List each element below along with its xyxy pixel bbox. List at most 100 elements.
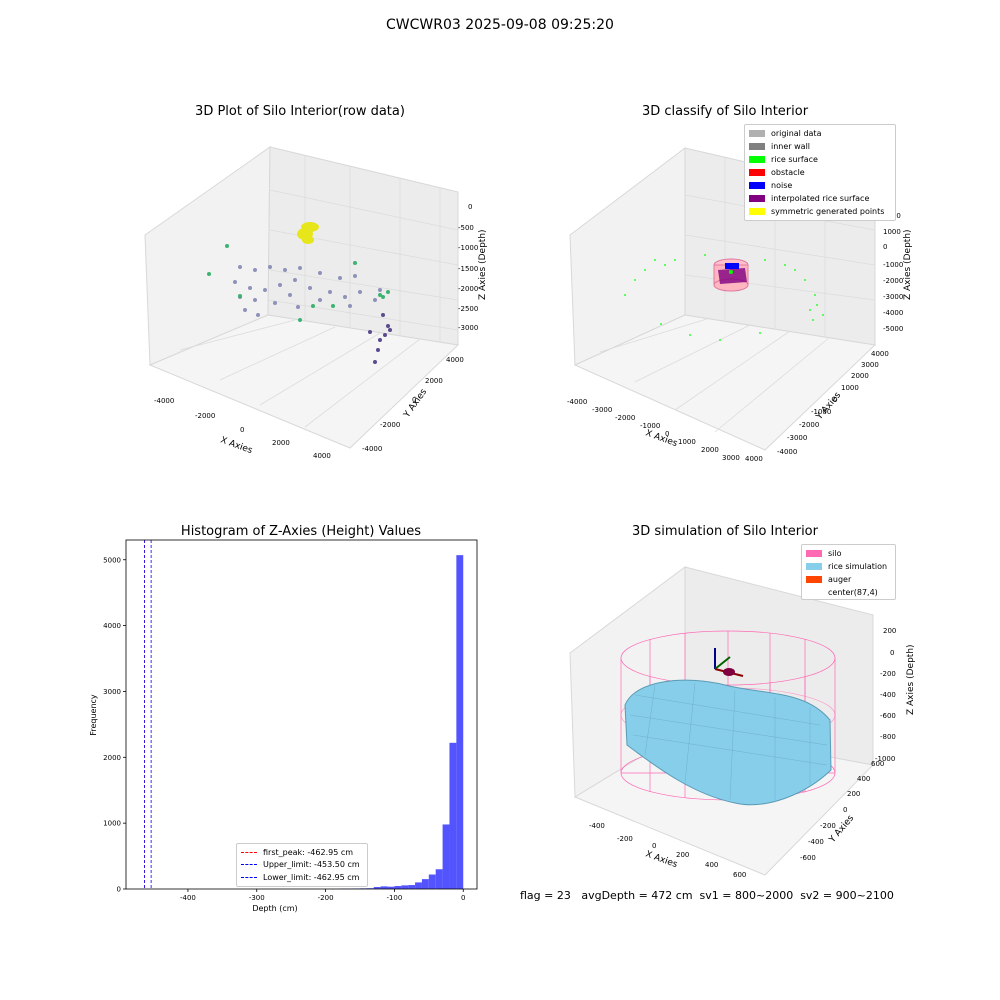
classify-xtick-7: 3000 <box>722 454 740 462</box>
classify-ytick-4: 0 <box>833 396 837 404</box>
classify-xtick-8: 4000 <box>745 455 763 463</box>
sim-xlabel: X Axies <box>644 849 679 870</box>
histogram-xlabel: Depth (cm) <box>252 904 297 913</box>
classify-xtick-3: -1000 <box>640 422 660 430</box>
classify-ytick-3: -1000 <box>811 408 831 416</box>
classify-ztick-3: -1000 <box>883 261 903 269</box>
classify-xtick-2: -2000 <box>615 414 635 422</box>
sim-xtick-3: 200 <box>676 851 689 859</box>
histogram-ylabel: Frequency <box>89 694 98 736</box>
raw-grey-points <box>233 265 382 317</box>
histogram-ytick-label: 2000 <box>103 754 121 762</box>
histogram-bar <box>456 555 464 889</box>
classify-legend-label: rice surface <box>771 155 818 164</box>
raw-ztick-0: 0 <box>468 203 472 211</box>
sim-zlabel: Z Axies (Depth) <box>906 644 916 715</box>
classify-ytick-1: -3000 <box>787 434 807 442</box>
raw-yellow-cluster <box>297 222 319 244</box>
classify-ytick-8: 4000 <box>871 350 889 358</box>
classify-xtick-6: 2000 <box>701 446 719 454</box>
classify-legend-swatch <box>749 182 765 189</box>
raw-ztick-4: -2000 <box>458 285 478 293</box>
sim-legend-item: silo <box>806 547 891 560</box>
classify-legend-item: symmetric generated points <box>749 205 891 218</box>
sim-ztick-6: -1000 <box>875 755 895 763</box>
histogram-bar <box>428 874 436 889</box>
raw-ytick-4: 4000 <box>446 356 464 364</box>
histogram-bar <box>435 869 443 889</box>
classify-noise-cluster <box>725 263 739 269</box>
histogram-xtick-label: -400 <box>180 894 196 902</box>
sim-legend-swatch <box>806 563 822 570</box>
histogram-ytick-label: 3000 <box>103 688 121 696</box>
sim-ztick-1: 0 <box>890 649 894 657</box>
histogram-legend-label: Lower_limit: -462.95 cm <box>263 872 360 882</box>
histogram-legend-label: Upper_limit: -453.50 cm <box>263 860 360 870</box>
histogram-ytick-label: 4000 <box>103 622 121 630</box>
classify-zlabel: Z Axies (Depth) <box>903 229 913 300</box>
sim-legend-swatch <box>806 576 822 583</box>
status-footer: flag = 23 avgDepth = 472 cm sv1 = 800~20… <box>520 889 894 902</box>
classify-legend-swatch <box>749 169 765 176</box>
classify-legend-swatch <box>749 156 765 163</box>
classify-legend-swatch <box>749 130 765 137</box>
sim-ztick-2: -200 <box>880 670 896 678</box>
classify-ztick-5: -3000 <box>883 293 903 301</box>
classify-legend-swatch <box>749 208 765 215</box>
classify-ztick-4: -2000 <box>883 277 903 285</box>
raw-3d-plot: -4000 -2000 0 2000 4000 -4000 -2000 0 20… <box>144 146 488 460</box>
raw-dark-points <box>368 313 392 364</box>
classify-legend-item: obstacle <box>749 166 891 179</box>
histogram-legend-swatch <box>241 851 257 853</box>
histogram-legend-swatch <box>241 876 257 878</box>
raw-zlabel: Z Axies (Depth) <box>478 229 488 300</box>
raw-xtick-4: 4000 <box>313 452 331 460</box>
classify-xtick-0: -4000 <box>567 398 587 406</box>
classify-rice-center <box>729 270 733 274</box>
raw-xlabel: X Axies <box>219 435 254 456</box>
raw-plot-title: 3D Plot of Silo Interior(row data) <box>195 104 405 119</box>
classify-legend-label: noise <box>771 181 793 190</box>
raw-green-points <box>207 244 390 322</box>
classify-legend-label: original data <box>771 129 822 138</box>
sim-ytick-5: 400 <box>857 775 870 783</box>
histogram-title: Histogram of Z-Axies (Height) Values <box>180 524 422 539</box>
sim-axis-y <box>714 656 731 670</box>
sim-ytick-4: 200 <box>847 790 860 798</box>
raw-xtick-3: 2000 <box>272 439 290 447</box>
histogram-legend: first_peak: -462.95 cm Upper_limit: -453.… <box>236 843 368 887</box>
histogram-xtick-label: -300 <box>249 894 265 902</box>
raw-xtick-1: -2000 <box>195 412 215 420</box>
classify-xlabel: X Axies <box>644 428 679 449</box>
histogram-legend-label: first_peak: -462.95 cm <box>263 847 354 857</box>
histogram-xtick-label: 0 <box>461 894 465 902</box>
raw-ztick-3: -1500 <box>458 265 478 273</box>
raw-ztick-1: -500 <box>458 224 474 232</box>
sim-rice-surface <box>624 679 832 806</box>
classify-ytick-2: -2000 <box>799 421 819 429</box>
classify-grid <box>599 157 876 433</box>
histogram-ytick-label: 1000 <box>103 820 121 828</box>
classify-legend-label: symmetric generated points <box>771 207 885 216</box>
classify-ytick-6: 2000 <box>851 372 869 380</box>
sim-xtick-4: 400 <box>705 861 718 869</box>
histogram-xtick-label: -100 <box>386 894 402 902</box>
histogram-legend-swatch <box>241 864 257 866</box>
raw-ztick-5: -2500 <box>458 305 478 313</box>
sim-xtick-0: -400 <box>589 822 605 830</box>
sim-xtick-2: 0 <box>652 842 656 850</box>
classify-legend-label: inner wall <box>771 142 811 151</box>
classify-legend-item: inner wall <box>749 140 891 153</box>
figure-title: CWCWR03 2025-09-08 09:25:20 <box>386 17 614 33</box>
classify-xtick-4: 0 <box>665 430 669 438</box>
histogram-bar <box>387 886 395 889</box>
classify-legend-swatch <box>749 195 765 202</box>
simulation-plot-title: 3D simulation of Silo Interior <box>632 524 818 539</box>
histogram-legend-item: Lower_limit: -462.95 cm <box>241 871 363 884</box>
sim-ytick-2: -200 <box>820 822 836 830</box>
sim-ytick-0: -600 <box>800 854 816 862</box>
sim-xtick-1: -200 <box>617 835 633 843</box>
sim-ztick-4: -600 <box>880 712 896 720</box>
sim-legend-item: rice simulation <box>806 560 891 573</box>
histogram-bar <box>442 824 450 889</box>
